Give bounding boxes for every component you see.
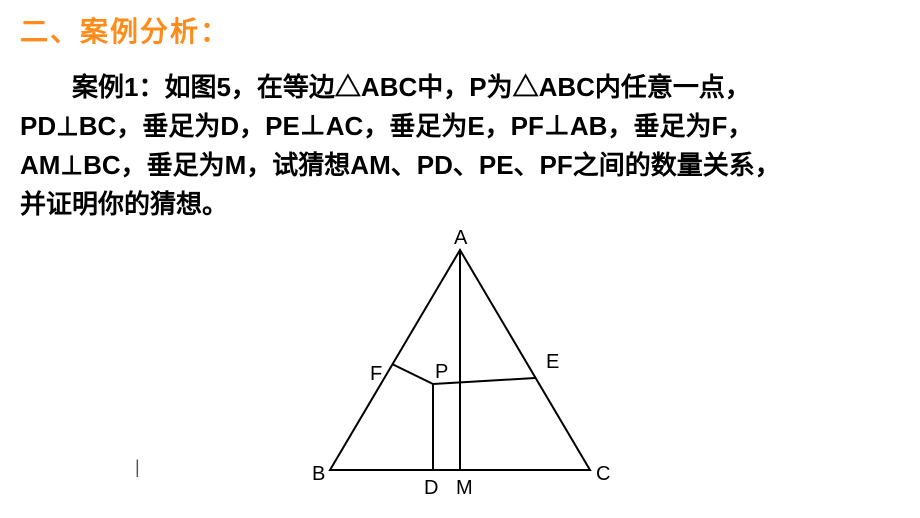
heading-text: 二、案例分析： [20,16,230,47]
problem-statement: 案例1：如图5，在等边△ABC中，P为△ABC内任意一点， PD⊥BC，垂足为D… [20,68,900,224]
label-f: F [370,363,382,385]
label-m: M [456,477,473,499]
label-e: E [546,351,559,373]
diagram-container: A B C D M E F P [20,230,900,510]
problem-line-3: AM⊥BC，垂足为M，试猜想AM、PD、PE、PF之间的数量关系， [20,146,900,185]
label-a: A [454,230,468,249]
triangle-diagram: A B C D M E F P [270,230,650,510]
label-p: P [435,361,448,383]
problem-line-2: PD⊥BC，垂足为D，PE⊥AC，垂足为E，PF⊥AB，垂足为F， [20,107,900,146]
section-heading: 二、案例分析： [20,10,900,50]
segment-pf [392,364,433,384]
problem-line-4: 并证明你的猜想。 [20,185,900,224]
label-d: D [424,477,438,499]
label-c: C [596,463,610,485]
problem-line-1: 案例1：如图5，在等边△ABC中，P为△ABC内任意一点， [20,68,900,107]
label-b: B [312,463,325,485]
cursor-mark: | [135,457,140,478]
